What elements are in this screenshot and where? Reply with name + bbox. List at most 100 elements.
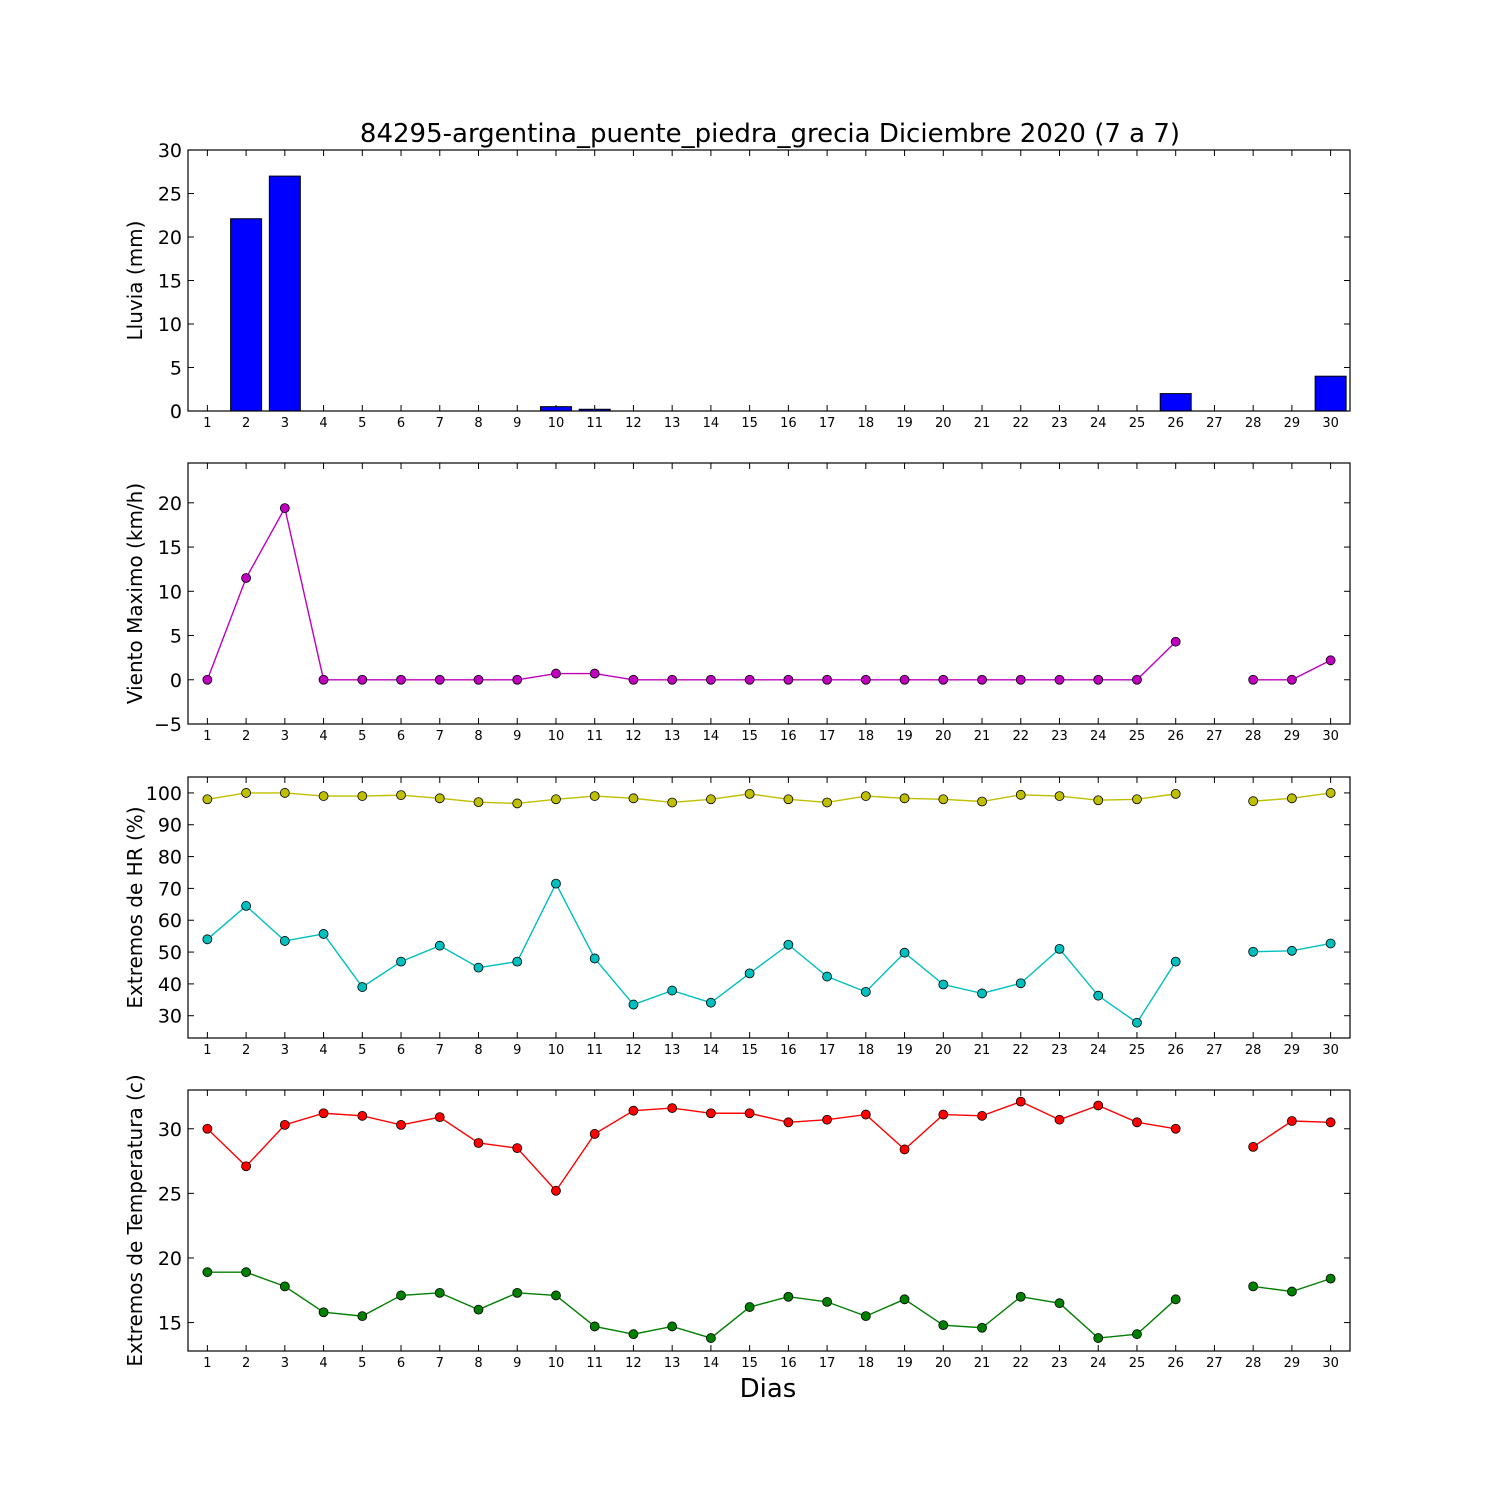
temperature-xtick-label: 4: [319, 1356, 327, 1371]
humidity-xtick-label: 23: [1051, 1043, 1068, 1058]
hr-max-line: [207, 792, 1176, 805]
hr-max-point: [938, 794, 949, 805]
humidity-ytick-label: 60: [158, 910, 182, 932]
hr-min-point: [628, 999, 639, 1010]
wind-xtick-label: 7: [436, 729, 444, 744]
rain-plot-frame: [187, 149, 1351, 412]
hr-max-point: [473, 797, 484, 808]
temp-max-point: [706, 1108, 716, 1119]
wind-xtick-label: 27: [1206, 729, 1223, 744]
hr-max-point: [1015, 789, 1026, 800]
humidity-xtick-label: 2: [242, 1043, 250, 1058]
hr-min-point: [860, 986, 871, 997]
wind-point: [938, 674, 949, 685]
hr-min-point: [551, 878, 561, 889]
humidity-xtick-label: 7: [436, 1043, 444, 1058]
hr-max-point: [1170, 788, 1181, 799]
rain-xtick-label: 3: [281, 416, 289, 431]
humidity-xtick-label: 17: [819, 1043, 836, 1058]
temperature-xtick-label: 19: [896, 1356, 913, 1371]
temp-min-point: [706, 1333, 716, 1343]
temp-max-point: [938, 1109, 949, 1120]
hr-min-point: [318, 929, 329, 939]
rain-xtick-label: 26: [1167, 416, 1184, 431]
temperature-xtick-label: 7: [436, 1356, 444, 1371]
temp-max-point: [667, 1103, 678, 1113]
humidity-xtick-label: 15: [741, 1043, 758, 1058]
temp-max-point: [977, 1110, 987, 1121]
hr-max-point: [396, 790, 406, 801]
hr-min-point: [1054, 943, 1065, 954]
hr-min-point: [744, 968, 755, 979]
temp-min-point: [744, 1302, 755, 1312]
wind-point: [1132, 674, 1142, 685]
humidity-xtick-label: 4: [319, 1043, 327, 1058]
humidity-ytick-label: 100: [146, 783, 182, 805]
wind-xtick-label: 15: [741, 729, 758, 744]
temp-min-point: [1170, 1294, 1181, 1305]
humidity-xtick-label: 16: [780, 1043, 797, 1058]
rain-xtick-label: 4: [319, 416, 327, 431]
hr-max-point: [357, 791, 368, 801]
hr-max-point: [1054, 791, 1065, 801]
wind-y-axis-label: Viento Maximo (km/h): [123, 483, 147, 704]
rain-xtick-label: 13: [664, 416, 681, 431]
humidity-xtick-label: 3: [281, 1043, 289, 1058]
rain-xtick-label: 20: [935, 416, 952, 431]
temperature-xtick-label: 24: [1090, 1356, 1107, 1371]
humidity-xtick-label: 5: [358, 1043, 366, 1058]
temp-min-point: [318, 1307, 329, 1318]
hr-max-point: [1132, 794, 1142, 805]
temperature-xtick-label: 17: [819, 1356, 836, 1371]
rain-y-axis-label: Lluvia (mm): [123, 221, 147, 341]
hr-min-point: [783, 939, 794, 950]
wind-ytick-label: −5: [154, 714, 182, 736]
temp-min-point: [512, 1287, 523, 1298]
rain-xtick-label: 1: [203, 416, 211, 431]
temperature-xtick-label: 21: [974, 1356, 991, 1371]
humidity-xtick-label: 19: [896, 1043, 913, 1058]
temp-max-point: [434, 1112, 445, 1123]
rain-xtick-label: 28: [1245, 416, 1262, 431]
temp-max-point: [318, 1108, 329, 1119]
humidity-xtick-label: 22: [1012, 1043, 1029, 1058]
temp-min-point: [1015, 1291, 1026, 1302]
temperature-xtick-label: 29: [1284, 1356, 1301, 1371]
wind-point: [1170, 636, 1181, 647]
rain-xtick-label: 9: [513, 416, 521, 431]
temp-max-point: [512, 1143, 523, 1154]
rain-xtick-label: 5: [358, 416, 366, 431]
hr-max-point: [860, 791, 871, 801]
hr-max-point: [279, 788, 290, 798]
temp-max-point: [1248, 1141, 1259, 1152]
hr-min-point: [202, 934, 213, 945]
wind-point: [512, 674, 523, 685]
temp-max-point: [279, 1119, 290, 1130]
humidity-xtick-label: 20: [935, 1043, 952, 1058]
temp-max-point: [241, 1161, 252, 1172]
temperature-xtick-label: 10: [548, 1356, 565, 1371]
hr-min-point: [667, 985, 678, 996]
hr-max-point: [667, 797, 678, 808]
hr-min-point: [899, 947, 910, 958]
temp-max-point: [396, 1119, 406, 1130]
wind-point: [551, 668, 561, 679]
wind-point: [1325, 655, 1336, 666]
hr-min-point: [473, 962, 484, 973]
wind-point: [279, 503, 290, 514]
temp-max-point: [473, 1138, 484, 1148]
hr-max-point: [551, 794, 561, 805]
hr-min-point: [434, 940, 445, 951]
humidity-xtick-label: 28: [1245, 1043, 1262, 1058]
wind-xtick-label: 11: [586, 729, 603, 744]
temperature-xtick-label: 16: [780, 1356, 797, 1371]
hr-min-point: [1093, 990, 1104, 1001]
rain-xtick-label: 21: [974, 416, 991, 431]
humidity-xtick-label: 25: [1129, 1043, 1146, 1058]
temperature-xtick-label: 20: [935, 1356, 952, 1371]
rain-xtick-label: 30: [1322, 416, 1339, 431]
temperature-xtick-label: 14: [703, 1356, 720, 1371]
temperature-xtick-label: 23: [1051, 1356, 1068, 1371]
